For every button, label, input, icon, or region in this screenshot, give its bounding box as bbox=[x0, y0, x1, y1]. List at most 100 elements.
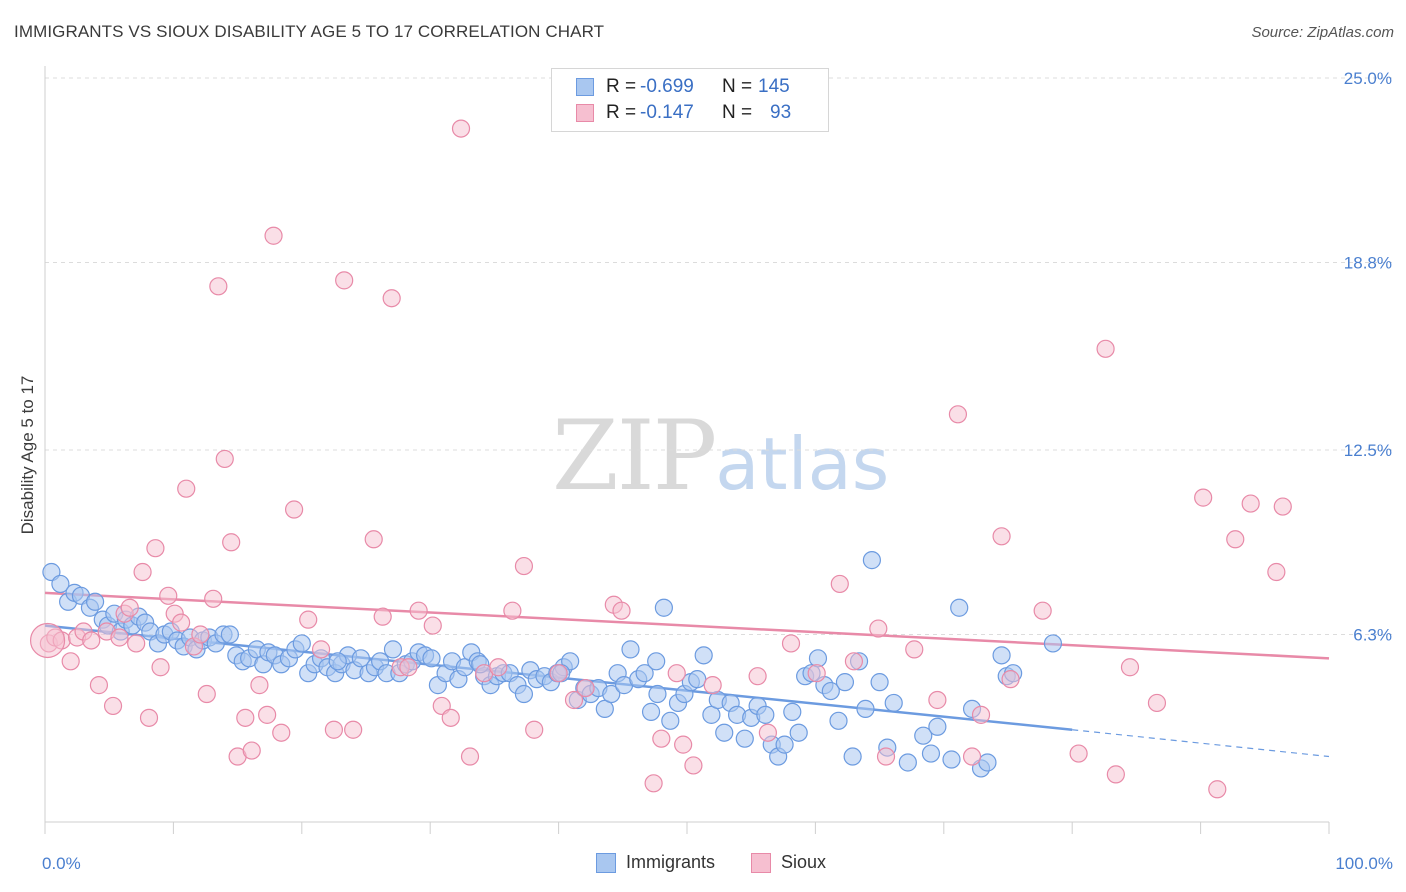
series-label-immigrants: Immigrants bbox=[626, 852, 716, 872]
sioux-point bbox=[962, 747, 982, 766]
sioux-point bbox=[644, 774, 663, 793]
y-tick-label: 25.0% bbox=[1344, 69, 1392, 88]
immigrants-point bbox=[862, 551, 881, 570]
immigrants-point bbox=[621, 640, 640, 659]
immigrants-point bbox=[928, 717, 947, 736]
legend-swatch-sioux bbox=[576, 104, 594, 122]
sioux-point bbox=[215, 449, 234, 469]
sioux-point bbox=[564, 690, 584, 710]
sioux-point bbox=[1241, 494, 1260, 513]
legend-r-label: R = bbox=[606, 102, 637, 123]
sioux-point bbox=[204, 589, 223, 608]
sioux-point bbox=[299, 610, 318, 629]
sioux-point bbox=[272, 723, 291, 742]
immigrants-point bbox=[292, 634, 311, 653]
immigrants-point bbox=[789, 723, 808, 742]
sioux-point bbox=[514, 556, 534, 576]
sioux-point bbox=[409, 601, 428, 620]
sioux-point bbox=[1208, 780, 1227, 799]
sioux-point bbox=[948, 405, 968, 424]
sioux-point bbox=[110, 628, 129, 647]
sioux-point bbox=[172, 613, 191, 632]
immigrants-point bbox=[921, 744, 941, 763]
sioux-point bbox=[460, 747, 480, 766]
sioux-point bbox=[120, 598, 139, 617]
x-tick-label: 0.0% bbox=[42, 854, 81, 873]
sioux-point bbox=[807, 664, 826, 683]
sioux-point bbox=[236, 708, 255, 727]
source-label: Source: ZipAtlas.com bbox=[1251, 24, 1394, 41]
sioux-point bbox=[127, 634, 146, 653]
sioux-point bbox=[876, 747, 896, 766]
sioux-point bbox=[1226, 530, 1245, 549]
sioux-point bbox=[89, 676, 109, 695]
x-tick-label: 100.0% bbox=[1335, 854, 1393, 873]
immigrants-point bbox=[85, 592, 105, 611]
immigrants-point bbox=[1043, 634, 1063, 653]
legend-n-value: 93 bbox=[770, 102, 792, 123]
series-label-sioux: Sioux bbox=[781, 852, 827, 872]
legend-swatch-immigrants bbox=[576, 78, 594, 96]
sioux-point bbox=[344, 720, 363, 739]
sioux-point bbox=[971, 705, 991, 724]
sioux-point bbox=[844, 652, 864, 671]
sioux-point bbox=[1033, 601, 1052, 620]
legend-r-label: R = bbox=[606, 76, 637, 97]
sioux-point bbox=[652, 729, 671, 748]
sioux-point bbox=[525, 720, 544, 739]
y-tick-label: 12.5% bbox=[1344, 441, 1392, 460]
sioux-point bbox=[250, 676, 269, 695]
sioux-point bbox=[748, 667, 767, 686]
sioux-point bbox=[549, 664, 568, 683]
immigrants-point bbox=[914, 726, 933, 745]
series-swatch-immigrants bbox=[596, 852, 616, 873]
axis-labels: 6.3% 12.5% 18.8% 25.0% 0.0% 100.0% Disability … bbox=[18, 69, 1393, 873]
immigrants-point bbox=[898, 753, 917, 772]
sioux-point bbox=[311, 640, 331, 659]
sioux-point bbox=[146, 539, 165, 558]
sioux-point bbox=[399, 658, 418, 677]
sioux-point bbox=[382, 289, 401, 308]
sioux-point bbox=[103, 696, 123, 716]
legend-n-label: N = bbox=[722, 76, 753, 97]
watermark: ZIPatlas bbox=[552, 400, 889, 512]
immigrants-point bbox=[647, 652, 666, 671]
sioux-point bbox=[1069, 744, 1088, 763]
immigrants-point bbox=[992, 646, 1011, 665]
immigrants-point bbox=[383, 640, 403, 659]
immigrants-point bbox=[942, 750, 961, 769]
series-legend-immigrants[interactable]: Immigrants bbox=[596, 852, 715, 873]
sioux-point bbox=[576, 678, 595, 698]
immigrants-point bbox=[602, 684, 621, 704]
sioux-point bbox=[758, 723, 777, 742]
sioux-point bbox=[489, 658, 508, 677]
sioux-point bbox=[1096, 339, 1115, 358]
y-tick-label: 6.3% bbox=[1353, 626, 1392, 645]
y-axis-title: Disability Age 5 to 17 bbox=[18, 376, 37, 535]
immigrants-point bbox=[688, 670, 707, 689]
sioux-point bbox=[928, 690, 947, 710]
legend-row-immigrants: R = -0.699 N = 145 bbox=[576, 75, 840, 99]
legend-n-label: N = bbox=[722, 102, 753, 123]
sioux-point bbox=[61, 652, 80, 671]
immigrants-point bbox=[715, 723, 734, 742]
immigrants-point bbox=[641, 702, 661, 721]
sioux-point bbox=[830, 574, 849, 594]
watermark-atlas: atlas bbox=[715, 422, 890, 506]
series-legend-sioux[interactable]: Sioux bbox=[751, 852, 826, 873]
immigrants-point bbox=[783, 702, 802, 721]
immigrants-point bbox=[51, 574, 70, 594]
sioux-point bbox=[151, 658, 170, 677]
sioux-point bbox=[703, 676, 722, 695]
sioux-point bbox=[177, 479, 196, 498]
sioux-point bbox=[992, 527, 1011, 546]
trend-line-extrapolated bbox=[1072, 729, 1330, 758]
sioux-point bbox=[1267, 562, 1286, 582]
immigrants-point bbox=[835, 673, 855, 692]
sioux-point bbox=[191, 625, 210, 644]
sioux-point bbox=[242, 741, 261, 760]
sioux-point bbox=[781, 634, 801, 653]
sioux-point bbox=[869, 619, 888, 638]
immigrants-point bbox=[978, 753, 997, 772]
immigrants-point bbox=[950, 598, 969, 617]
